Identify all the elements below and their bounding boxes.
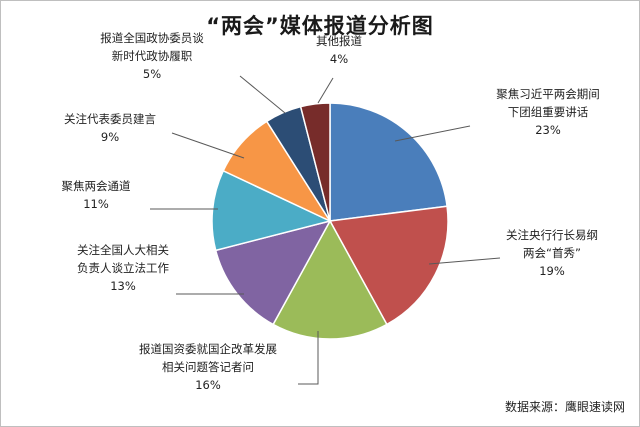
pie-slice bbox=[211, 169, 333, 252]
slice-percent-label: 16% bbox=[195, 378, 221, 392]
pie-slice bbox=[328, 205, 449, 326]
slice-percent-label: 11% bbox=[83, 197, 109, 211]
slice-label: 关注全国人大相关 bbox=[77, 243, 169, 257]
slice-label: 其他报道 bbox=[316, 34, 362, 48]
slice-label: 关注代表委员建言 bbox=[64, 112, 156, 126]
slice-label: 下团组重要讲话 bbox=[508, 105, 589, 119]
slice-percent-label: 23% bbox=[535, 123, 561, 137]
leader-line bbox=[394, 125, 471, 142]
slice-label: 关注央行行长易纲 bbox=[506, 228, 598, 242]
slice-percent-label: 9% bbox=[101, 130, 119, 144]
slice-label: 新时代政协履职 bbox=[112, 49, 193, 63]
pie-slice bbox=[214, 219, 332, 326]
leader-line bbox=[428, 257, 501, 265]
leader-line bbox=[239, 75, 286, 114]
leader-line bbox=[298, 331, 319, 385]
slice-percent-label: 5% bbox=[143, 67, 161, 81]
slice-label: 负责人谈立法工作 bbox=[77, 261, 169, 275]
slice-label: 聚焦两会通道 bbox=[62, 179, 131, 193]
leader-line bbox=[171, 132, 245, 159]
slice-label: 报道全国政协委员谈 bbox=[100, 31, 204, 45]
slice-label: 聚焦习近平两会期间 bbox=[496, 87, 600, 101]
pie-slice bbox=[272, 219, 388, 340]
chart-title: “两会”媒体报道分析图 bbox=[206, 14, 434, 38]
leader-line bbox=[317, 77, 334, 104]
slice-label: 报道国资委就国企改革发展 bbox=[139, 342, 277, 356]
slice-percent-label: 4% bbox=[330, 52, 348, 66]
pie-slice bbox=[299, 102, 331, 222]
pie-slice bbox=[329, 102, 448, 222]
slice-percent-label: 13% bbox=[110, 279, 136, 293]
slice-label: 相关问题答记者问 bbox=[162, 360, 254, 374]
slice-percent-label: 19% bbox=[539, 264, 565, 278]
data-source: 数据来源：鹰眼速读网 bbox=[504, 400, 625, 414]
slice-label: 两会“首秀” bbox=[523, 246, 581, 260]
